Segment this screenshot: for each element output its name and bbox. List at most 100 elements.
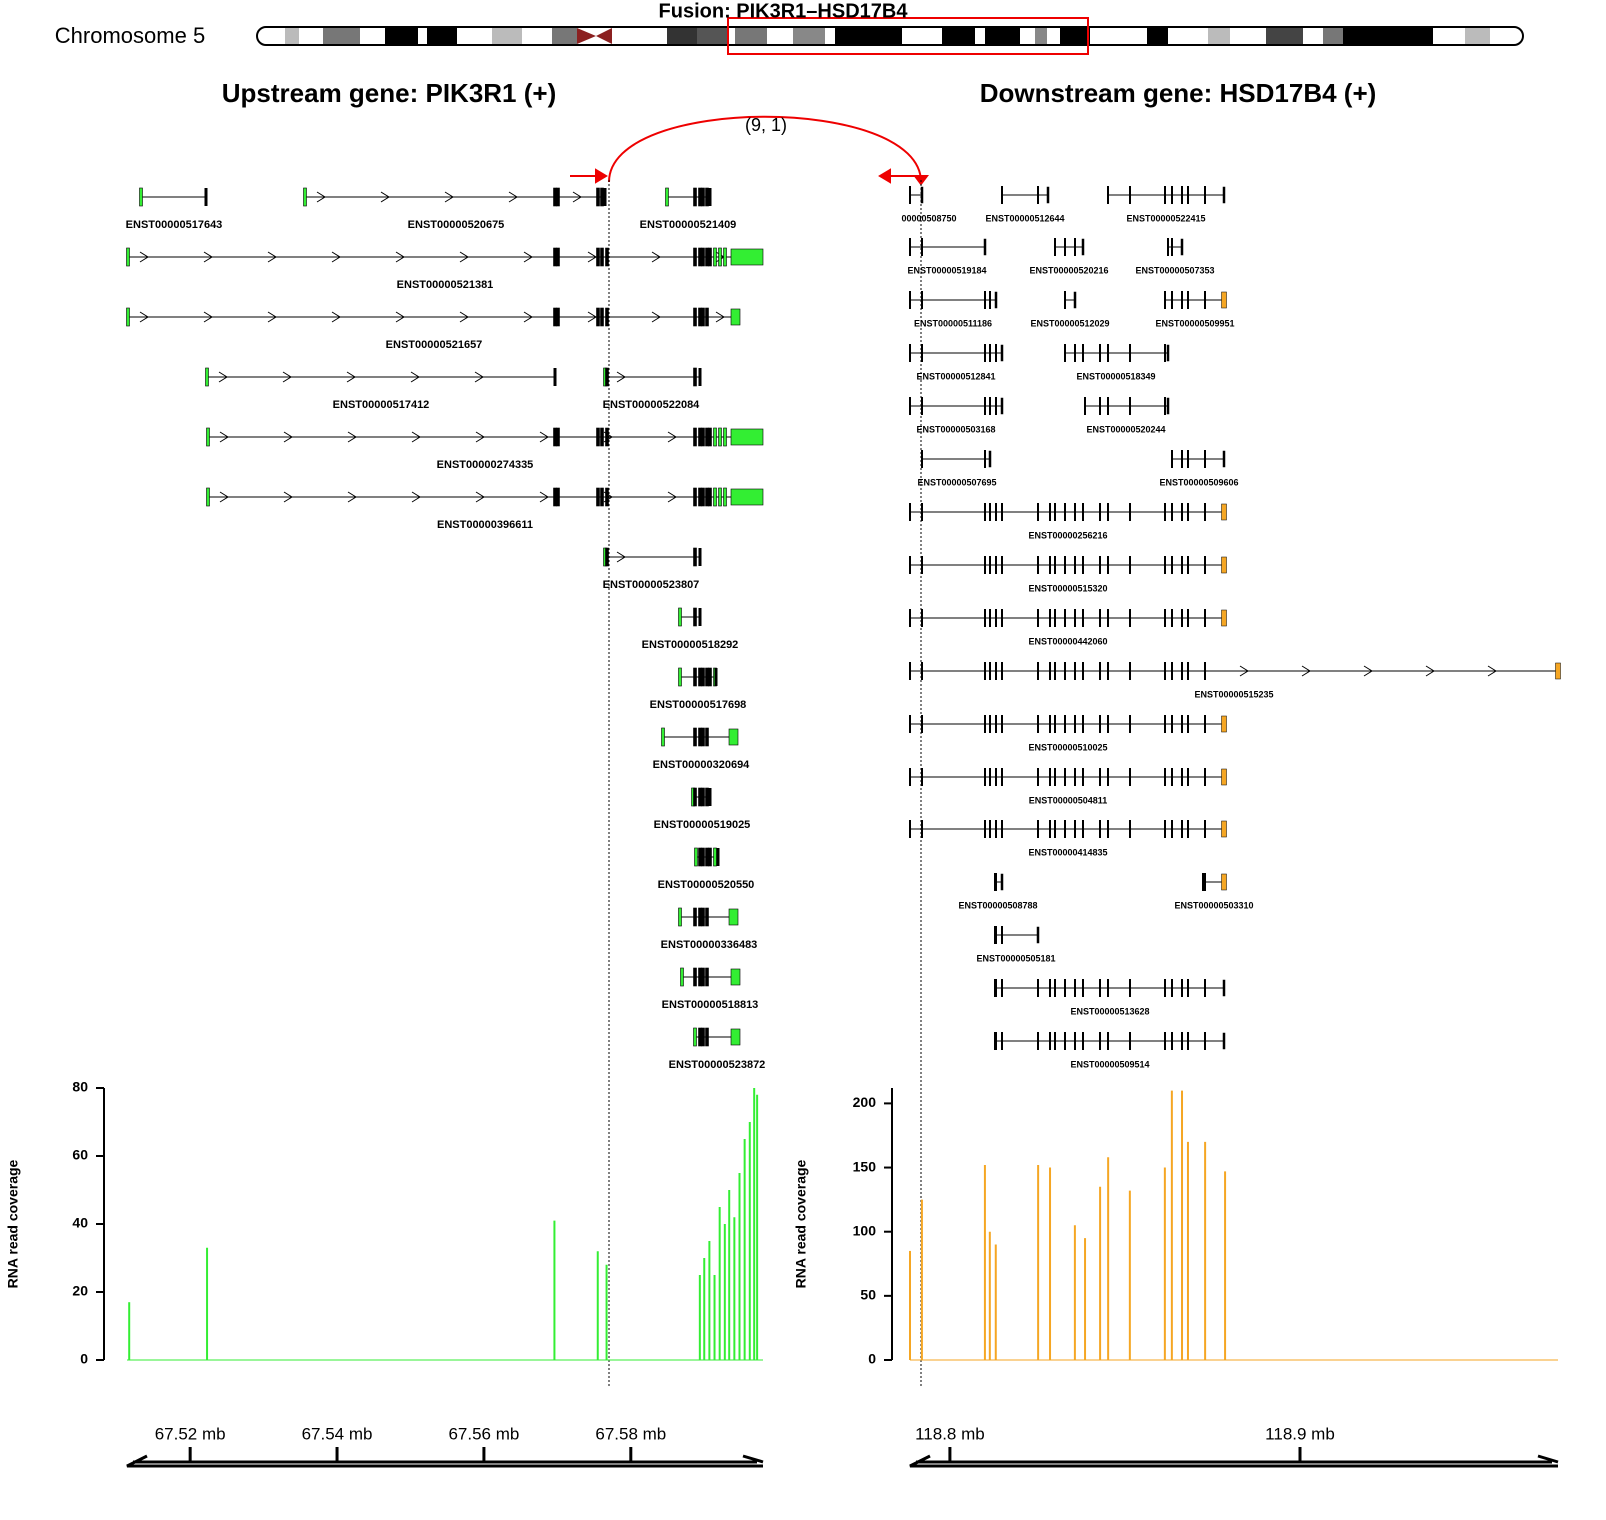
exon — [701, 187, 705, 207]
exon — [730, 488, 764, 506]
transcript-label: ENST00000520244 — [1086, 424, 1165, 434]
strand-arrow — [283, 431, 293, 443]
exon — [995, 979, 997, 997]
exon — [984, 556, 986, 574]
exon — [1046, 186, 1050, 204]
exon — [708, 188, 712, 206]
exon — [693, 307, 697, 327]
exon — [984, 397, 986, 415]
exon — [600, 427, 604, 447]
exon — [909, 397, 911, 415]
exon — [1171, 979, 1173, 997]
exon — [698, 967, 702, 987]
exon — [693, 907, 697, 927]
exon — [705, 1027, 709, 1047]
transcript-label: ENST00000522084 — [603, 399, 701, 411]
exon — [1167, 238, 1169, 256]
exon — [680, 967, 684, 987]
exon — [1054, 979, 1056, 997]
transcript-label: ENST00000517643 — [126, 219, 223, 231]
exon — [1054, 1032, 1056, 1050]
exon — [718, 247, 722, 267]
exon — [730, 308, 741, 326]
exon — [1000, 873, 1004, 891]
exon — [989, 609, 991, 627]
exon — [1164, 979, 1166, 997]
exon — [1221, 873, 1227, 891]
exon — [989, 768, 991, 786]
exon — [713, 247, 717, 267]
exon — [1187, 662, 1189, 680]
exon — [909, 768, 911, 786]
exon — [1054, 556, 1056, 574]
exon — [1107, 186, 1109, 204]
exon — [1204, 1032, 1206, 1050]
y-tick-label: 20 — [72, 1283, 88, 1299]
exon — [705, 487, 709, 507]
exon — [693, 607, 697, 627]
exon — [995, 503, 997, 521]
exon — [701, 1027, 705, 1047]
exon — [1064, 291, 1066, 309]
exon — [553, 427, 557, 447]
exon — [909, 820, 911, 838]
exon — [1073, 291, 1077, 309]
exon — [1107, 1032, 1109, 1050]
exon — [605, 547, 609, 567]
exon — [678, 667, 682, 687]
transcript-label: ENST00000336483 — [661, 939, 758, 951]
exon — [1129, 503, 1131, 521]
exon — [1164, 768, 1166, 786]
strand-arrow — [346, 371, 356, 383]
exon — [553, 487, 557, 507]
exon — [1171, 1032, 1173, 1050]
transcript-label: ENST00000521381 — [397, 279, 494, 291]
transcript-label: ENST00000442060 — [1028, 636, 1107, 646]
strand-arrow — [508, 191, 518, 203]
exon — [600, 307, 604, 327]
exon — [730, 1028, 741, 1046]
exon — [994, 291, 998, 309]
exon — [713, 487, 717, 507]
exon — [1001, 926, 1003, 944]
fusion-title: Fusion: PIK3R1–HSD17B4 — [659, 0, 909, 22]
ideogram — [256, 17, 1524, 55]
exon — [1204, 662, 1206, 680]
exon — [204, 188, 208, 206]
exon — [1084, 397, 1086, 415]
exon — [983, 238, 987, 256]
strand-arrow — [587, 251, 597, 263]
exon — [989, 397, 991, 415]
exon — [1037, 503, 1039, 521]
exon — [1221, 820, 1227, 838]
transcript-label: ENST00000520675 — [408, 219, 505, 231]
exon — [596, 187, 600, 207]
strand-arrow — [283, 491, 293, 503]
exon — [600, 187, 604, 207]
exon — [1187, 715, 1189, 733]
exon — [995, 926, 997, 944]
exon — [1082, 820, 1084, 838]
transcript-label: ENST00000507695 — [917, 477, 996, 487]
exon — [303, 187, 307, 207]
exon — [1054, 238, 1056, 256]
exon — [909, 291, 911, 309]
exon — [1204, 979, 1206, 997]
exon — [1001, 820, 1003, 838]
exon — [984, 450, 986, 468]
exon — [1171, 450, 1173, 468]
exon — [1187, 291, 1189, 309]
exon — [1171, 291, 1173, 309]
exon — [1064, 556, 1066, 574]
exon — [1181, 662, 1183, 680]
exon — [718, 427, 722, 447]
exon — [206, 487, 210, 507]
transcript-label: ENST00000518349 — [1076, 371, 1155, 381]
exon — [701, 307, 705, 327]
exon — [1181, 820, 1183, 838]
exon — [205, 367, 209, 387]
transcript-label: ENST00000512644 — [985, 213, 1064, 223]
strand-arrow — [411, 431, 421, 443]
exon — [705, 667, 709, 687]
exon — [1181, 979, 1183, 997]
